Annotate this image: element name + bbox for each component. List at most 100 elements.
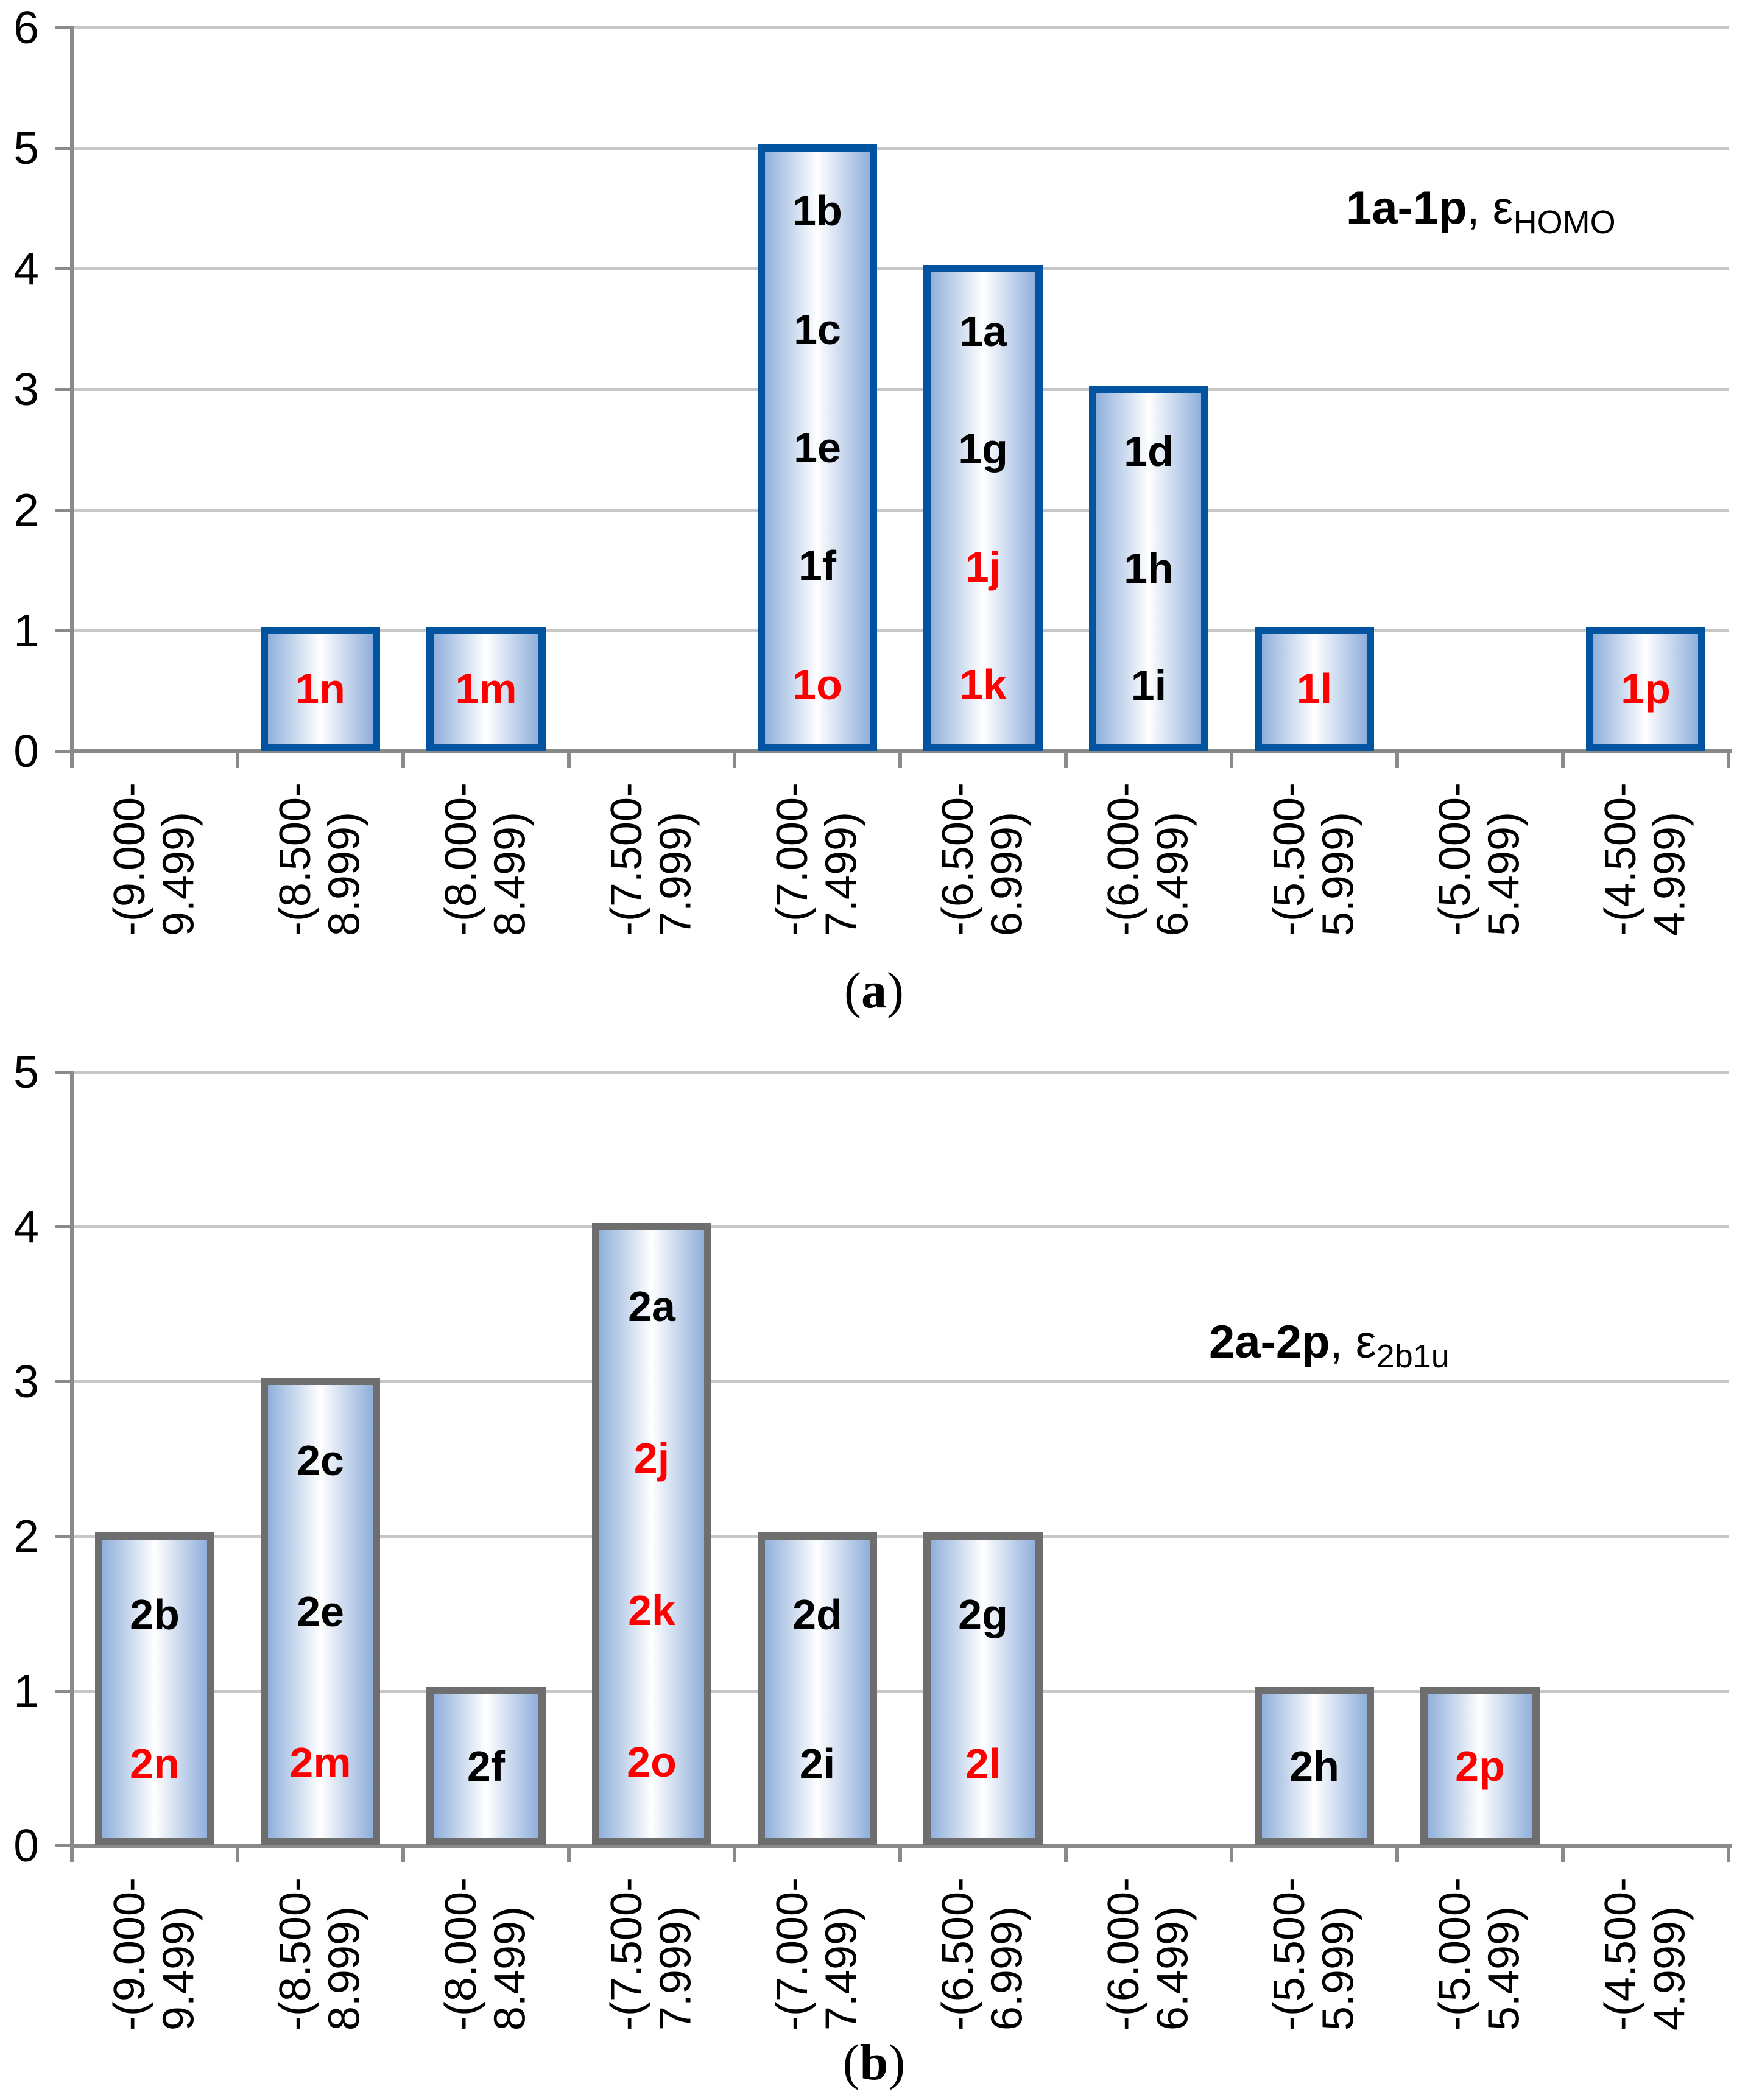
x-tick-label: -(6.500- 6.999) (900, 783, 1066, 936)
bar-label: 2g (958, 1590, 1008, 1638)
bar-label: 1f (798, 542, 837, 590)
y-tick (55, 1071, 70, 1074)
x-tick-label: -(7.500- 7.999) (569, 783, 735, 936)
bar: 2b 2n (95, 1532, 214, 1845)
bar-label: 1k (959, 661, 1007, 709)
legend-series-range: 1a-1p (1346, 182, 1467, 234)
bar-label: 1c (794, 305, 841, 353)
x-tick-label-text: -(8.000- 8.499) (437, 1877, 535, 2031)
gridline (74, 1380, 1729, 1383)
y-tick (55, 750, 70, 753)
bar-label-cell: 2f (434, 1694, 538, 1838)
bar-label-cell: 1e (765, 389, 870, 507)
bar-label-cell: 1d (1096, 393, 1201, 510)
bar-label-cell: 1o (765, 625, 870, 744)
y-tick (55, 26, 70, 29)
bar-label: 2a (628, 1282, 675, 1330)
gridline (74, 147, 1729, 150)
bar-label-cell: 1c (765, 270, 870, 388)
legend-subscript: HOMO (1513, 204, 1616, 241)
bar-label: 1g (958, 425, 1008, 473)
x-tick-label-text: -(6.000- 6.499) (1099, 783, 1197, 937)
x-tick-label: -(9.000- 9.499) (72, 783, 238, 936)
bar-label: 2h (1289, 1742, 1339, 1790)
x-tick-label-text: -(7.500- 7.999) (602, 1877, 700, 2031)
bar-label: 2f (467, 1742, 506, 1790)
y-tick-label: 0 (13, 725, 39, 777)
x-tick-label: -(4.500- 4.999) (1563, 783, 1729, 936)
bar: 1d 1h 1i (1089, 386, 1208, 751)
bar-label-cell: 2c (268, 1385, 373, 1536)
x-tick (1727, 1848, 1730, 1862)
gridline (74, 509, 1729, 512)
x-tick-label: -(7.000- 7.499) (735, 783, 900, 936)
caption-a: (a) (0, 961, 1748, 1020)
caption-letter: a (861, 962, 887, 1019)
legend-subscript: 2b1u (1376, 1338, 1450, 1375)
caption-paren: ) (887, 962, 904, 1019)
x-tick (898, 1848, 902, 1862)
bar: 2d 2i (758, 1532, 877, 1845)
x-tick-label-text: -(6.000- 6.499) (1099, 1877, 1197, 2031)
x-tick (70, 753, 74, 768)
bar-label: 1p (1621, 665, 1671, 713)
bar: 1n (261, 627, 380, 751)
bar-label-cell: 1k (931, 626, 1035, 744)
gridline (74, 26, 1729, 29)
bar-label: 2l (965, 1739, 1001, 1788)
x-tick (733, 1848, 736, 1862)
bar-label-cell: 1f (765, 507, 870, 625)
x-tick (1064, 753, 1068, 768)
bar-label: 1n (295, 665, 345, 713)
bar-label: 1i (1130, 661, 1167, 709)
x-tick (1230, 753, 1233, 768)
bar: 2f (426, 1687, 546, 1845)
x-tick-label-text: -(6.500- 6.999) (934, 1877, 1032, 2031)
bar: 1m (426, 627, 546, 751)
y-tick-label: 0 (13, 1820, 39, 1871)
bar-label-cell: 1p (1593, 634, 1698, 744)
x-tick-label: -(8.000- 8.499) (403, 783, 569, 936)
x-tick (401, 1848, 405, 1862)
x-tick (1727, 753, 1730, 768)
bar-label-cell: 2p (1428, 1694, 1532, 1838)
x-axis-line (70, 1844, 1732, 1848)
y-tick-label: 1 (13, 605, 39, 656)
bar-label: 1a (959, 307, 1007, 355)
bar-label-cell: 2h (1262, 1694, 1367, 1838)
y-tick (55, 1690, 70, 1693)
bar-label: 1o (792, 660, 842, 708)
bar-label: 2b (130, 1590, 180, 1638)
bar-label: 1d (1124, 428, 1174, 475)
bar-label-cell: 2j (599, 1383, 704, 1535)
bar-label: 1j (965, 543, 1001, 591)
x-tick-label: -(7.000- 7.499) (735, 1877, 900, 2031)
x-tick (733, 753, 736, 768)
x-tick-label: -(5.500- 5.999) (1232, 1877, 1397, 2031)
bar-label-cell: 2k (599, 1534, 704, 1686)
legend-separator: , (1330, 1316, 1356, 1368)
caption-paren: ) (888, 2034, 906, 2091)
x-tick-label-text: -(8.500- 8.999) (271, 783, 369, 937)
bar-label-cell: 2g (931, 1540, 1035, 1689)
bar: 1a 1g 1j 1k (923, 265, 1043, 751)
x-tick-label: -(8.000- 8.499) (403, 1877, 569, 2031)
y-tick-label: 4 (13, 1201, 39, 1252)
x-tick (70, 1848, 74, 1862)
gridline (74, 267, 1729, 270)
legend-a: 1a-1p, εHOMO (1346, 181, 1616, 241)
bar-label-cell: 2a (599, 1230, 704, 1383)
x-tick-label-text: -(5.000- 5.499) (1431, 783, 1529, 937)
bar-label: 1h (1124, 544, 1174, 592)
x-tick (567, 1848, 571, 1862)
x-tick-label-text: -(7.500- 7.999) (602, 783, 700, 937)
x-tick (1230, 1848, 1233, 1862)
legend-b: 2a-2p, ε2b1u (1209, 1316, 1450, 1375)
y-tick (55, 1535, 70, 1538)
x-tick-label: -(8.500- 8.999) (238, 1877, 403, 2031)
x-tick-label-text: -(5.000- 5.499) (1431, 1877, 1529, 2031)
bar: 2g 2l (923, 1532, 1043, 1845)
x-tick-label: -(4.500- 4.999) (1563, 1877, 1729, 2031)
bar-label-cell: 1l (1262, 634, 1367, 744)
